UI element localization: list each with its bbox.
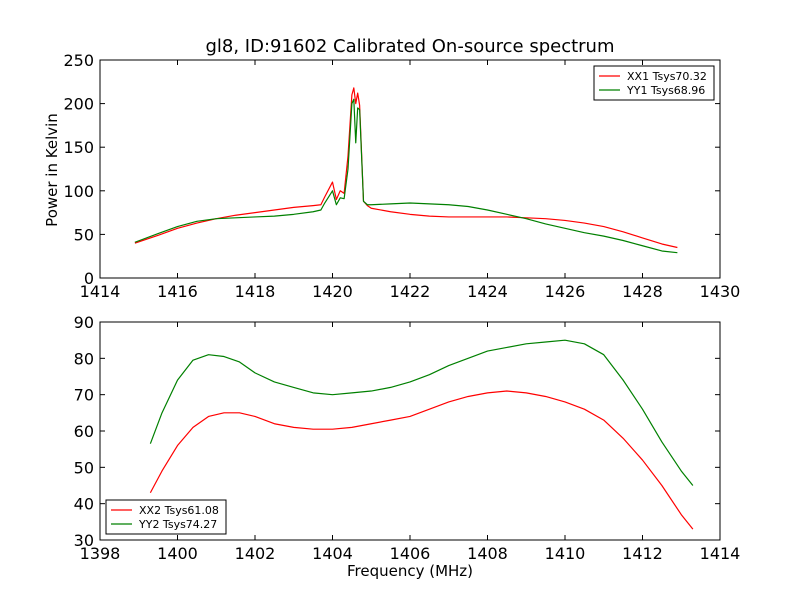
y-tick-label: 60: [74, 422, 94, 441]
y-tick-label: 40: [74, 495, 94, 514]
series-group: [149, 339, 694, 530]
series-line-xx: [149, 390, 694, 530]
y-tick-label: 150: [63, 138, 94, 157]
x-tick-label: 1416: [157, 282, 198, 301]
legend-label: XX1 Tsys70.32: [627, 70, 707, 83]
series-line-yy: [134, 98, 678, 254]
x-tick-label: 1426: [545, 282, 586, 301]
x-tick-label: 1422: [390, 282, 431, 301]
series-group: [134, 87, 678, 254]
legend-box: [105, 499, 227, 535]
y-tick-label: 200: [63, 95, 94, 114]
legend-box: [593, 65, 715, 101]
y-tick-label: 250: [63, 51, 94, 70]
y-tick-label: 100: [63, 182, 94, 201]
x-tick-label: 1402: [235, 544, 276, 563]
x-tick-label: 1412: [622, 544, 663, 563]
x-tick-label: 1420: [312, 282, 353, 301]
y-tick-label: 50: [74, 458, 94, 477]
plot-area-frame: [99, 59, 721, 279]
y-axis-label: Power in Kelvin: [43, 113, 61, 227]
y-tick-label: 50: [74, 225, 94, 244]
series-line-xx: [134, 87, 678, 249]
plot-area-frame: [99, 321, 721, 541]
y-tick-label: 90: [74, 313, 94, 332]
x-tick-label: 1430: [700, 282, 741, 301]
chart-title: gl8, ID:91602 Calibrated On-source spect…: [205, 36, 614, 57]
legend-label: YY1 Tsys68.96: [626, 84, 705, 97]
x-tick-label: 1404: [312, 544, 353, 563]
x-tick-label: 1400: [157, 544, 198, 563]
top-subplot: gl8, ID:91602 Calibrated On-source spect…: [43, 36, 740, 301]
x-tick-label: 1410: [545, 544, 586, 563]
legend-label: YY2 Tsys74.27: [138, 518, 217, 531]
tick-group: 1414 1416 1418 1420 1422 1424 1426 1428 1430 0 50 1…: [63, 51, 740, 301]
y-tick-label: 70: [74, 386, 94, 405]
x-axis-label: Frequency (MHz): [347, 562, 473, 580]
y-tick-label: 0: [84, 269, 94, 288]
x-tick-label: 1406: [390, 544, 431, 563]
legend-label: XX2 Tsys61.08: [139, 504, 219, 517]
y-tick-label: 80: [74, 349, 94, 368]
y-tick-label: 30: [74, 531, 94, 550]
x-tick-label: 1414: [80, 282, 121, 301]
x-tick-label: 1398: [80, 544, 121, 563]
bottom-subplot: Frequency (MHz) 1398 1400 1402 1404 1406 1408…: [74, 313, 741, 580]
x-tick-label: 1408: [467, 544, 508, 563]
x-tick-label: 1418: [235, 282, 276, 301]
x-tick-label: 1428: [622, 282, 663, 301]
x-tick-label: 1414: [700, 544, 741, 563]
series-line-yy: [149, 339, 694, 486]
x-tick-label: 1424: [467, 282, 508, 301]
tick-group: 1398 1400 1402 1404 1406 1408 1410 1412 1414 30 40…: [74, 313, 741, 563]
